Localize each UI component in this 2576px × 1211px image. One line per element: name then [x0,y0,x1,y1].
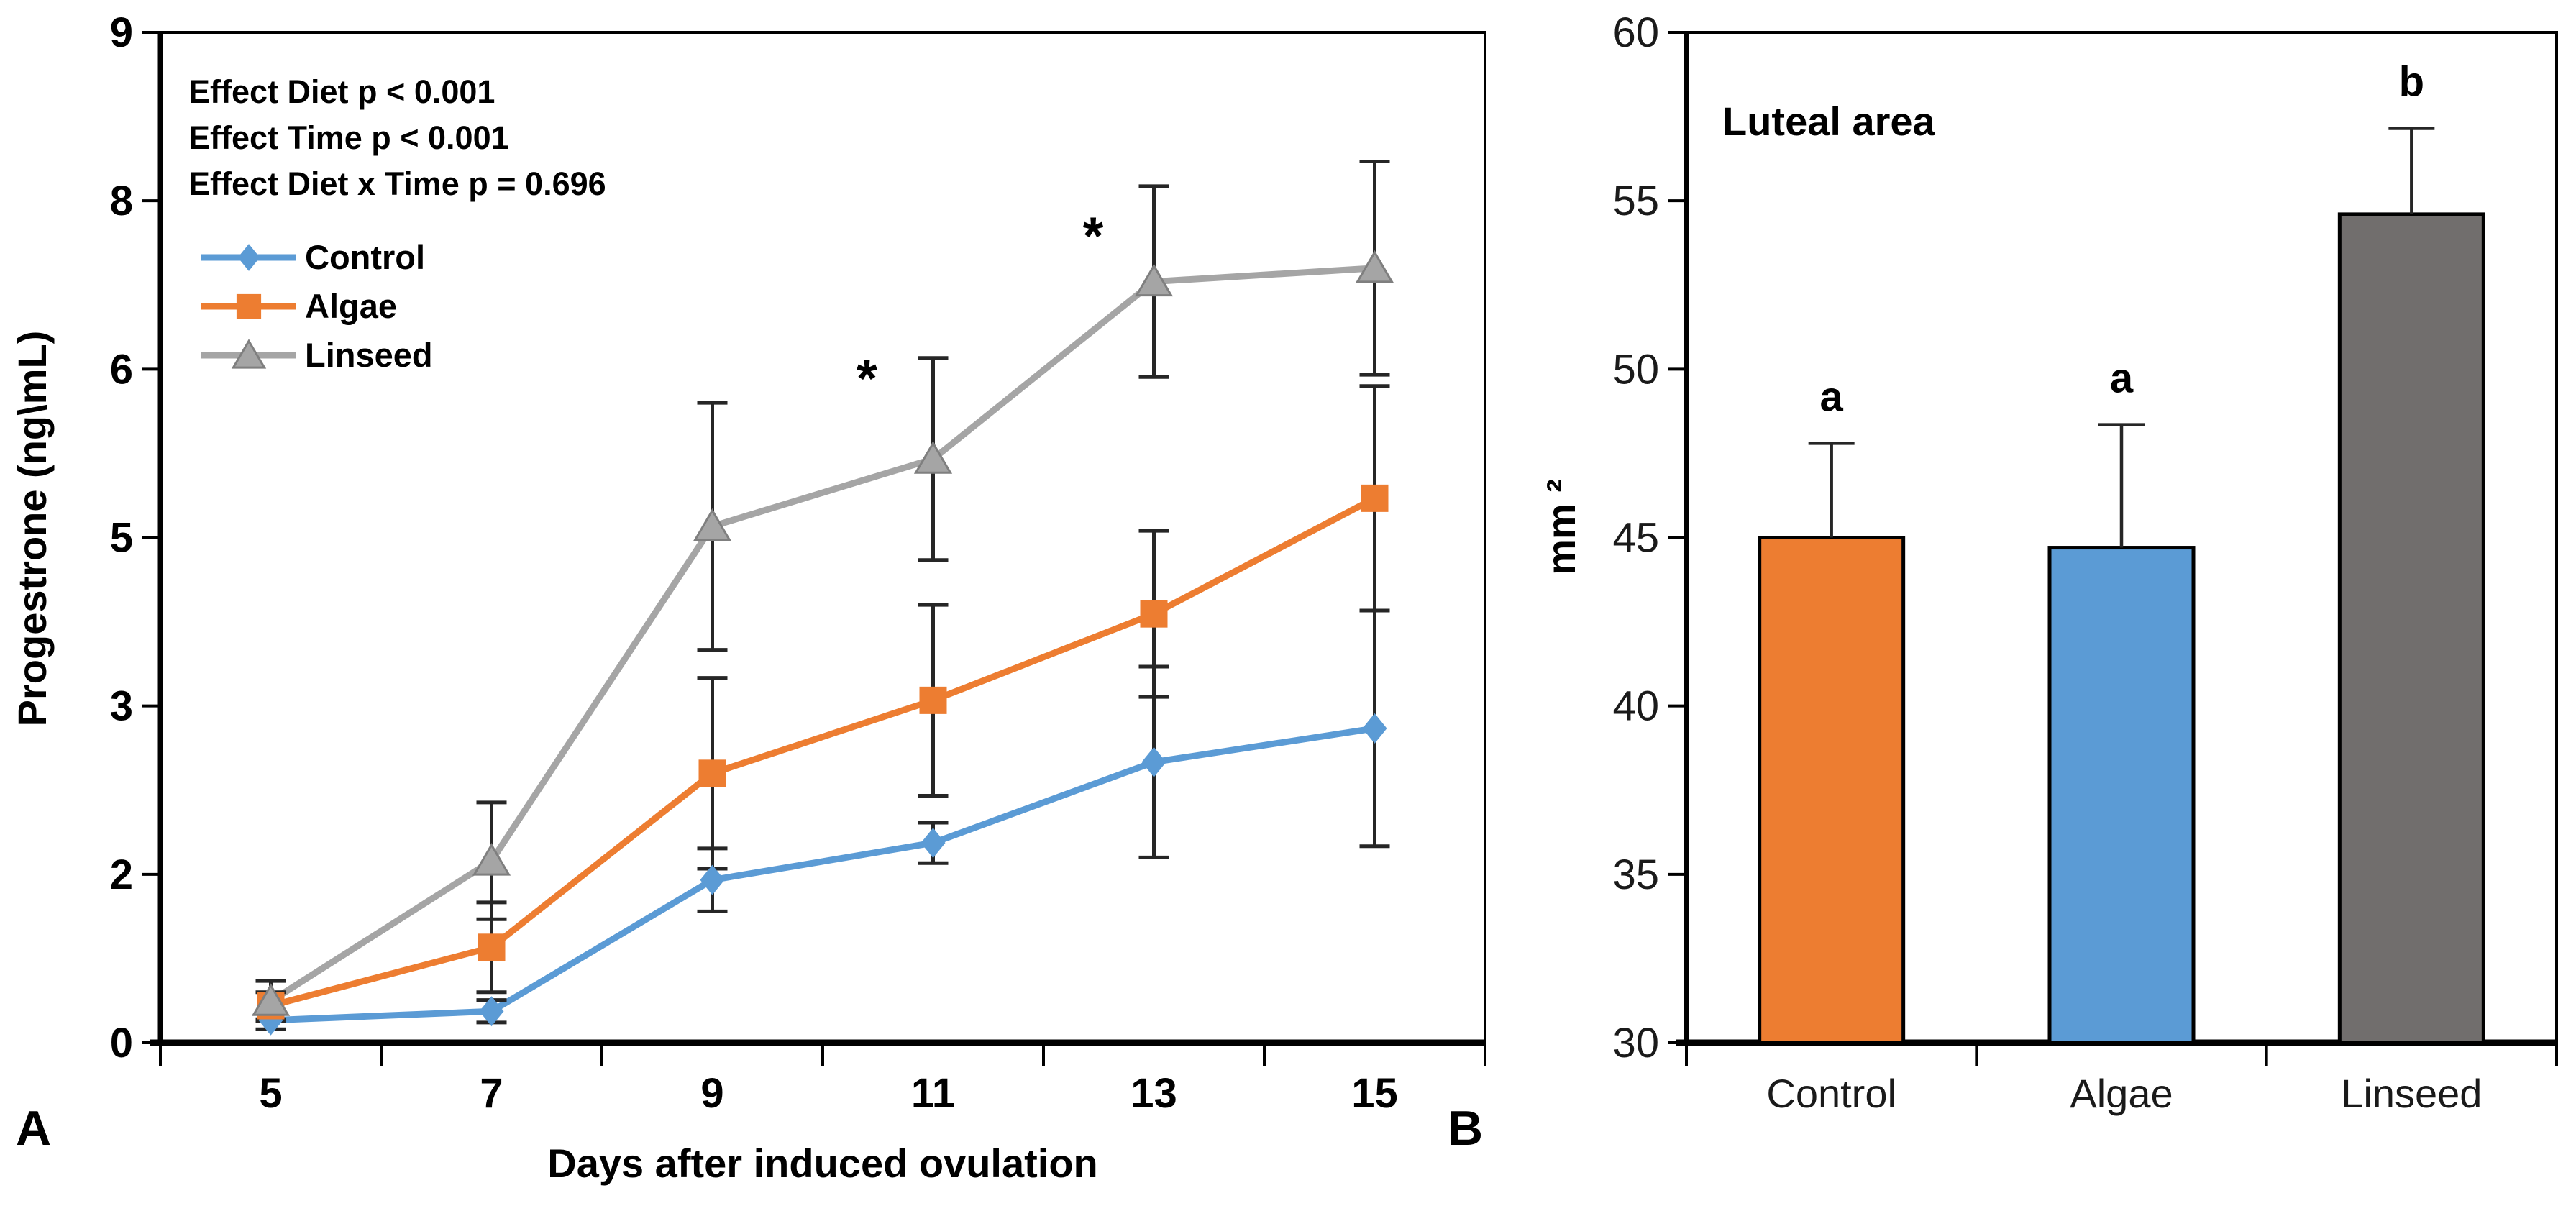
square-marker-algae [919,686,947,714]
series-line-algae [268,495,1378,1009]
panel-a-plot: 0 2 3 5 6 8 9 5 7 9 11 13 15 Control Algae Linseed * * [110,9,1486,1117]
significance-asterisk: * [857,349,877,408]
y-tick-label: 9 [110,9,133,56]
triangle-marker-linseed [693,508,732,541]
square-marker-algae [478,933,506,961]
panel-a-stats-line-3: Effect Diet x Time p = 0.696 [188,165,606,202]
panel-a-x-axis-title: Days after induced ovulation [547,1141,1098,1186]
panel-a-y-axis-title: Progestrone (ng\mL) [9,331,55,727]
y-tick-label: 30 [1612,1020,1659,1066]
diamond-marker-control [700,864,725,895]
legend-label-algae: Algae [305,287,397,325]
panel-a-stats-line-1: Effect Diet p < 0.001 [188,73,495,110]
triangle-marker-linseed [472,843,511,876]
y-tick-label: 8 [110,178,133,224]
significance-letter: a [1820,373,1844,420]
y-tick-label: 55 [1612,178,1659,224]
bar-control [1758,536,1906,1045]
triangle-marker-linseed [1134,263,1174,297]
x-tick-label: 13 [1131,1070,1177,1117]
diamond-marker-control [479,996,504,1027]
square-marker-algae [1361,484,1389,512]
x-category-label: Algae [2070,1071,2173,1116]
x-tick-label: 9 [700,1070,723,1117]
y-tick-label: 6 [110,346,133,393]
y-tick-label: 2 [110,851,133,898]
x-tick-label: 15 [1351,1070,1398,1117]
legend-diamond-marker [237,244,260,271]
y-tick-label: 0 [110,1020,133,1066]
panel-b-plot: 30 35 40 45 50 55 60 a Control a Algae b Linseed [1612,9,2558,1116]
legend-label-linseed: Linseed [305,336,433,374]
panel-b-title: Luteal area [1722,99,1936,144]
y-tick-label: 50 [1612,346,1659,393]
triangle-marker-linseed [913,441,953,474]
y-tick-label: 5 [110,515,133,562]
bar-algae [2047,546,2196,1045]
triangle-marker-linseed [251,983,291,1016]
significance-letter: b [2399,58,2424,105]
legend-label-control: Control [305,238,425,276]
panel-b-letter: B [1448,1101,1483,1156]
x-tick-label: 11 [911,1070,955,1117]
panel-a-stats-line-2: Effect Time p < 0.001 [188,119,509,156]
y-tick-label: 3 [110,683,133,730]
diamond-marker-control [921,828,946,859]
diamond-marker-control [1362,713,1387,744]
panel-a-letter: A [16,1101,51,1156]
y-tick-label: 35 [1612,851,1659,898]
significance-asterisk: * [1083,206,1104,265]
panel-b-y-axis-title: mm ² [1538,479,1584,575]
diamond-marker-control [1141,746,1166,777]
series-line-linseed [268,265,1378,1005]
x-tick-label: 5 [259,1070,282,1117]
y-tick-label: 40 [1612,683,1659,730]
triangle-marker-linseed [1355,250,1394,283]
square-marker-algae [1140,600,1168,628]
y-tick-label: 45 [1612,515,1659,562]
bar-linseed [2337,212,2485,1045]
square-marker-algae [698,759,726,787]
y-tick-label: 60 [1612,9,1659,56]
legend-triangle-marker [231,339,267,369]
x-category-label: Linseed [2341,1071,2482,1116]
significance-letter: a [2110,355,2134,402]
x-tick-label: 7 [480,1070,503,1117]
x-category-label: Control [1766,1071,1896,1116]
series-line-control [268,725,1378,1024]
legend-square-marker [236,293,262,319]
